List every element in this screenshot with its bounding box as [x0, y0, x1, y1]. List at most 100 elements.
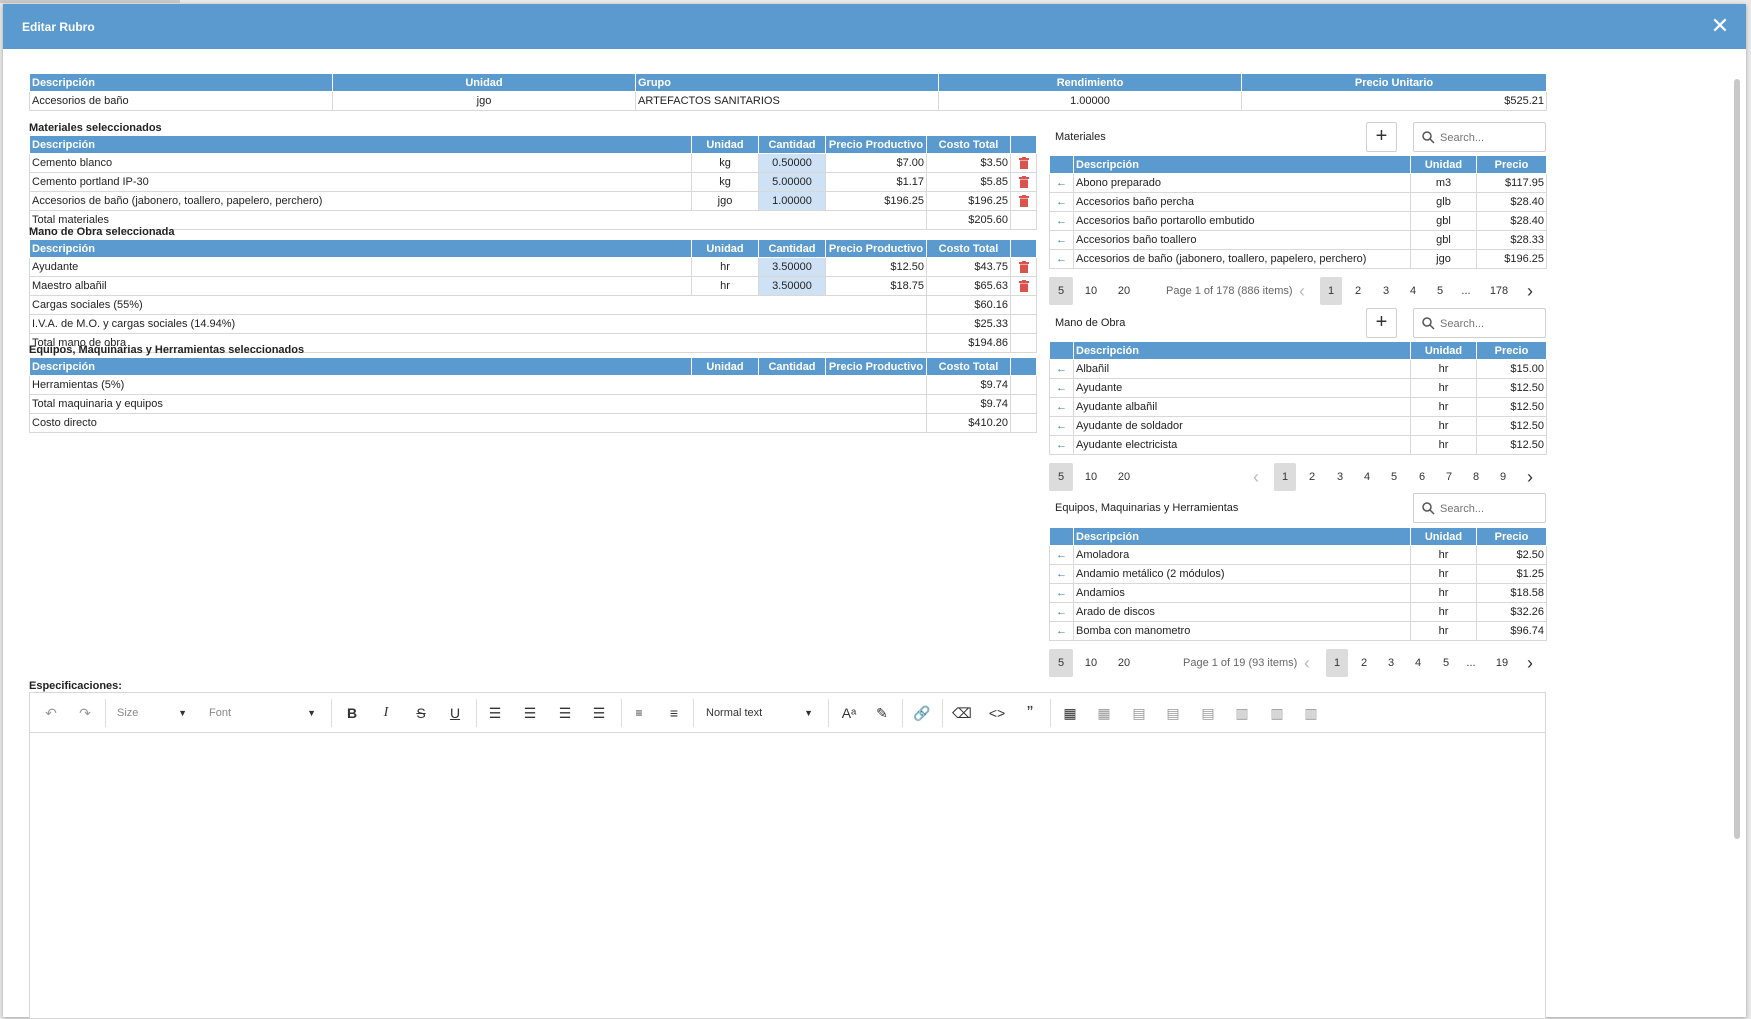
font-color-icon[interactable]: Aᵃ [841, 705, 857, 721]
arrow-left-icon[interactable]: ← [1049, 230, 1074, 250]
cantidad-input[interactable]: 3.50000 [758, 257, 826, 277]
blockquote-icon[interactable]: ” [1027, 703, 1033, 723]
page-button[interactable]: 4 [1363, 471, 1371, 483]
trash-icon[interactable] [1010, 191, 1037, 211]
arrow-left-icon[interactable]: ← [1049, 397, 1074, 417]
arrow-left-icon[interactable]: ← [1049, 211, 1074, 231]
trash-icon[interactable] [1010, 276, 1037, 296]
underline-icon[interactable]: U [449, 705, 461, 721]
table-row[interactable]: ← Ayudante de soldador hr $12.50 [1049, 416, 1547, 436]
page-size-20[interactable]: 20 [1117, 657, 1131, 669]
arrow-left-icon[interactable]: ← [1049, 378, 1074, 398]
eraser-icon[interactable]: ⌫ [952, 705, 972, 721]
arrow-left-icon[interactable]: ← [1049, 564, 1074, 584]
align-right-icon[interactable]: ☰ [558, 705, 572, 721]
page-button[interactable]: 1 [1326, 649, 1348, 677]
page-button[interactable]: 5 [1436, 285, 1444, 297]
editor-content-area[interactable] [30, 734, 1545, 1018]
page-size-5[interactable]: 5 [1049, 649, 1073, 677]
block-format-select[interactable]: Normal text ▼ [706, 701, 813, 725]
table-row[interactable]: ← Accesorios baño portarollo embutido gbl $… [1049, 211, 1547, 231]
table-row[interactable]: ← Amoladora hr $2.50 [1049, 545, 1547, 565]
page-size-5[interactable]: 5 [1049, 463, 1073, 491]
strikethrough-icon[interactable]: S [416, 705, 426, 721]
ordered-list-icon[interactable]: ≡ [635, 706, 643, 720]
chevron-left-icon[interactable]: ‹ [1304, 653, 1310, 673]
search-box[interactable] [1413, 122, 1546, 152]
bullet-list-icon[interactable]: ≡ [669, 705, 679, 721]
page-button[interactable]: 8 [1472, 471, 1480, 483]
size-select[interactable]: Size ▼ [117, 701, 187, 725]
table-row[interactable]: ← Ayudante hr $12.50 [1049, 378, 1547, 398]
table-row[interactable]: ← Bomba con manometro hr $96.74 [1049, 621, 1547, 641]
align-justify-icon[interactable]: ☰ [592, 705, 606, 721]
arrow-left-icon[interactable]: ← [1049, 583, 1074, 603]
rubro-descripcion[interactable]: Accesorios de baño [29, 91, 333, 111]
table-row[interactable]: ← Accesorios de baño (jabonero, toallero,… [1049, 249, 1547, 269]
align-left-icon[interactable]: ☰ [488, 705, 502, 721]
arrow-left-icon[interactable]: ← [1049, 435, 1074, 455]
close-icon[interactable]: ✕ [1710, 13, 1730, 38]
page-button[interactable]: 19 [1495, 657, 1509, 669]
page-button[interactable]: 3 [1387, 657, 1395, 669]
chevron-right-icon[interactable]: › [1527, 653, 1533, 673]
font-select[interactable]: Font ▼ [209, 701, 316, 725]
table-row[interactable]: ← Arado de discos hr $32.26 [1049, 602, 1547, 622]
align-center-icon[interactable]: ☰ [523, 705, 537, 721]
table-row[interactable]: ← Abono preparado m3 $117.95 [1049, 173, 1547, 193]
page-button[interactable]: 5 [1390, 471, 1398, 483]
table-row[interactable]: ← Ayudante electricista hr $12.50 [1049, 435, 1547, 455]
cantidad-input[interactable]: 0.50000 [758, 153, 826, 173]
highlight-pen-icon[interactable]: ✎ [876, 705, 888, 721]
page-button[interactable]: 4 [1409, 285, 1417, 297]
page-button[interactable]: 9 [1499, 471, 1507, 483]
arrow-left-icon[interactable]: ← [1049, 249, 1074, 269]
bold-icon[interactable]: B [346, 705, 358, 721]
arrow-left-icon[interactable]: ← [1049, 621, 1074, 641]
insert-row-below-icon[interactable]: ▤ [1166, 705, 1180, 721]
page-button[interactable]: 1 [1320, 277, 1342, 305]
chevron-right-icon[interactable]: › [1527, 281, 1533, 301]
table-row[interactable]: ← Albañil hr $15.00 [1049, 359, 1547, 379]
table-row[interactable]: ← Andamio metálico (2 módulos) hr $1.25 [1049, 564, 1547, 584]
insert-row-above-icon[interactable]: ▤ [1132, 705, 1146, 721]
arrow-left-icon[interactable]: ← [1049, 359, 1074, 379]
page-button[interactable]: 2 [1360, 657, 1368, 669]
page-button[interactable]: 2 [1354, 285, 1362, 297]
trash-icon[interactable] [1010, 257, 1037, 277]
page-button[interactable]: 3 [1382, 285, 1390, 297]
cantidad-input[interactable]: 3.50000 [758, 276, 826, 296]
page-size-5[interactable]: 5 [1049, 277, 1073, 305]
rubro-rendimiento[interactable]: 1.00000 [938, 91, 1242, 111]
insert-table-icon[interactable]: ▦ [1063, 705, 1077, 721]
table-row[interactable]: ← Andamios hr $18.58 [1049, 583, 1547, 603]
page-button[interactable]: 1 [1274, 463, 1296, 491]
page-size-10[interactable]: 10 [1084, 471, 1098, 483]
search-input[interactable] [1440, 501, 1540, 517]
rubro-grupo[interactable]: ARTEFACTOS SANITARIOS [635, 91, 939, 111]
page-button[interactable]: 2 [1308, 471, 1316, 483]
chevron-right-icon[interactable]: › [1527, 467, 1533, 487]
rubro-unidad[interactable]: jgo [332, 91, 636, 111]
arrow-left-icon[interactable]: ← [1049, 416, 1074, 436]
cantidad-input[interactable]: 5.00000 [758, 172, 826, 192]
arrow-left-icon[interactable]: ← [1049, 545, 1074, 565]
arrow-left-icon[interactable]: ← [1049, 602, 1074, 622]
chevron-left-icon[interactable]: ‹ [1299, 281, 1305, 301]
table-row[interactable]: ← Accesorios baño toallero gbl $28.33 [1049, 230, 1547, 250]
trash-icon[interactable] [1010, 153, 1037, 173]
page-button[interactable]: 6 [1418, 471, 1426, 483]
link-icon[interactable]: 🔗 [913, 705, 931, 721]
page-button[interactable]: 5 [1442, 657, 1450, 669]
page-button[interactable]: 7 [1445, 471, 1453, 483]
insert-column-left-icon[interactable]: ▥ [1235, 705, 1249, 721]
undo-icon[interactable]: ↶ [45, 705, 57, 721]
redo-icon[interactable]: ↷ [79, 705, 91, 721]
code-icon[interactable]: <> [988, 705, 1006, 721]
delete-table-icon[interactable]: ▦ [1097, 705, 1111, 721]
vertical-scrollbar[interactable] [1734, 79, 1740, 839]
page-size-10[interactable]: 10 [1084, 285, 1098, 297]
search-input[interactable] [1440, 130, 1540, 146]
add-button[interactable]: + [1366, 122, 1397, 152]
search-input[interactable] [1440, 316, 1540, 332]
